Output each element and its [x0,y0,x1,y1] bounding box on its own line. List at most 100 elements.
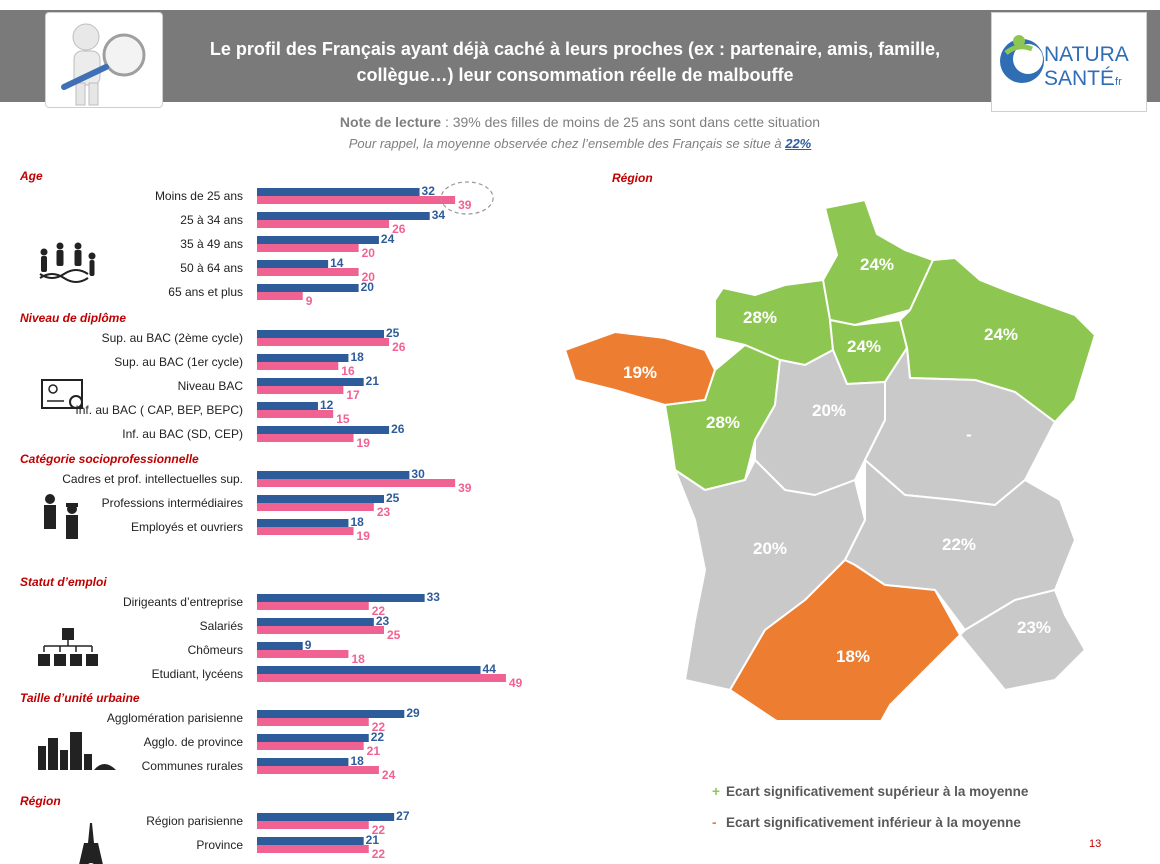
bar-pink [257,292,303,300]
bar-pink [257,766,379,774]
region-value-normandie: 28% [743,308,777,327]
value-label-pink: 19 [357,529,371,543]
bar-pink [257,845,369,853]
bar-pink [257,602,369,610]
bar-pink [257,386,344,394]
value-label-pink: 17 [346,388,360,402]
bar-pink [257,196,456,204]
average-reminder-text: Pour rappel, la moyenne observée chez l’… [348,136,786,151]
legend-above-mark: + [712,784,720,799]
bar-pink [257,626,384,634]
value-label-pink: 16 [341,364,355,378]
logo-line2: SANTÉ [1044,67,1114,90]
bar-blue [257,188,420,196]
value-label-pink: 22 [372,823,386,837]
bar-label: Niveau BAC [178,379,244,393]
value-label-blue: 23 [376,614,390,628]
bar-label: 25 à 34 ans [180,213,243,227]
group-title: Catégorie socioprofessionnelle [20,452,199,466]
bar-pink [257,362,339,370]
bar-blue [257,354,349,362]
group-title: Niveau de diplôme [20,311,126,325]
value-label-pink: 15 [336,412,350,426]
group-title: Statut d’emploi [20,575,107,589]
region-value-ile-de-france: 24% [847,337,881,356]
bar-pink [257,503,374,511]
average-value: 22% [785,136,812,151]
reading-note-text: : 39% des filles de moins de 25 ans sont… [441,114,821,130]
region-value-hauts-de-france: 24% [860,255,894,274]
region-value-pays-de-la-loire: 28% [706,413,740,432]
legend-above-text: Ecart significativement supérieur à la m… [726,784,1029,799]
region-centre-val-de-loire [754,349,886,496]
average-reminder: Pour rappel, la moyenne observée chez l’… [0,136,1160,151]
bar-label: Inf. au BAC (SD, CEP) [122,427,243,441]
value-label-pink: 22 [372,720,386,734]
region-value-nouvelle-aquitaine: 20% [753,539,787,558]
bar-blue [257,495,384,503]
value-label-blue: 18 [350,350,364,364]
bar-blue [257,618,374,626]
value-label-blue: 44 [483,662,497,676]
value-label-pink: 26 [392,222,406,236]
legend-above: + Ecart significativement supérieur à la … [712,784,1028,799]
bar-pink [257,718,369,726]
bar-pink [257,434,354,442]
value-label-blue: 9 [305,638,312,652]
value-label-pink: 23 [377,505,391,519]
bar-blue [257,519,349,527]
value-label-blue: 14 [330,256,344,270]
value-label-blue: 18 [350,515,364,529]
region-value-auvergne-rhone-alpes: 22% [942,535,976,554]
bar-label: Agglomération parisienne [107,711,243,725]
value-label-blue: 27 [396,809,410,823]
bar-blue [257,710,405,718]
value-label-blue: 34 [432,208,446,222]
page-title-line2: collègue…) leur consommation réelle de m… [356,65,794,85]
value-label-pink: 22 [372,604,386,618]
value-label-pink: 21 [367,744,381,758]
value-label-pink: 18 [351,652,365,666]
value-label-blue: 21 [366,374,380,388]
bar-blue [257,284,359,292]
bar-label: Sup. au BAC (1er cycle) [114,355,243,369]
bar-pink [257,742,364,750]
bar-label: Etudiant, lycéens [152,667,243,681]
bar-blue [257,758,349,766]
bar-blue [257,260,329,268]
value-label-blue: 24 [381,232,395,246]
bar-pink [257,338,390,346]
value-label-blue: 12 [320,398,334,412]
bar-label: Employés et ouvriers [131,520,243,534]
reading-note: Note de lecture : 39% des filles de moin… [0,114,1160,130]
bar-blue [257,594,425,602]
value-label-blue: 18 [350,754,364,768]
value-label-pink: 26 [392,340,406,354]
region-provence-alpes-cote-azur [959,589,1086,691]
bar-label: Dirigeants d’entreprise [123,595,243,609]
bar-pink [257,479,456,487]
bar-pink [257,650,349,658]
region-value-bourgogne-franche-comte: - [966,425,972,444]
bar-label: Région parisienne [146,814,243,828]
city-icon [38,732,116,770]
value-label-pink: 22 [372,847,386,861]
legend-below-mark: - [712,815,717,830]
value-label-blue: 33 [427,590,441,604]
value-label-blue: 25 [386,326,400,340]
group-title: Age [19,169,43,183]
highlight-ellipse [440,181,494,215]
magnifier-figure-icon [61,23,146,106]
bar-pink [257,674,506,682]
bar-label: Inf. au BAC ( CAP, BEP, BEPC) [75,403,243,417]
bar-blue [257,378,364,386]
bar-label: 50 à 64 ans [180,261,243,275]
bar-label: Chômeurs [188,643,243,657]
bar-blue [257,813,395,821]
bar-pink [257,821,369,829]
legend-below: - Ecart significativement inférieur à la … [712,815,1021,830]
value-label-pink: 25 [387,628,401,642]
logo-suffix: .fr [1112,76,1122,88]
value-label-blue: 25 [386,491,400,505]
region-value-centre-val-de-loire: 20% [812,401,846,420]
